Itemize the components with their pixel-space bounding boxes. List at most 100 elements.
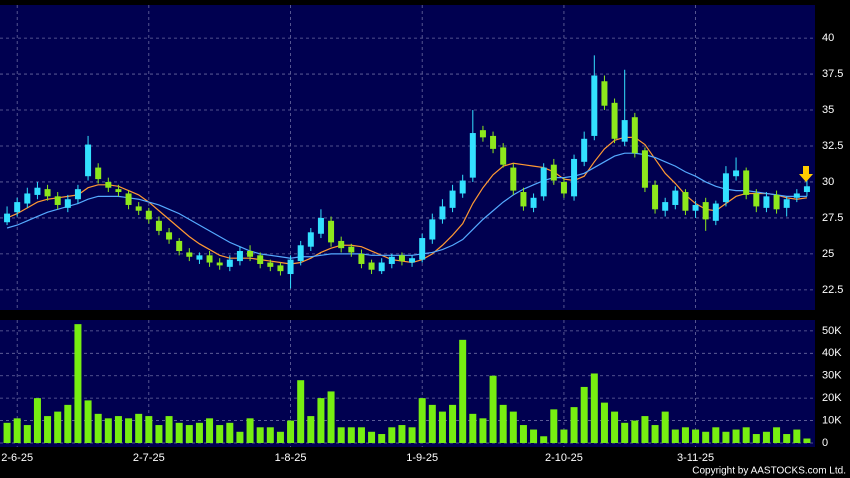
volume-bar bbox=[94, 413, 102, 443]
candle-body bbox=[358, 253, 365, 264]
candle-body bbox=[722, 173, 729, 203]
volume-bar bbox=[3, 422, 11, 443]
y-tick-label: 27.5 bbox=[822, 212, 843, 224]
volume-bar bbox=[600, 402, 608, 443]
candle-body bbox=[206, 255, 213, 263]
candle-body bbox=[166, 232, 173, 240]
volume-bar bbox=[611, 411, 619, 443]
candle-body bbox=[783, 199, 790, 208]
y-tick-label: 10K bbox=[822, 414, 842, 426]
y-tick-label: 22.5 bbox=[822, 284, 843, 296]
price-panel bbox=[0, 5, 815, 310]
candle-body bbox=[44, 189, 51, 197]
y-tick-label: 32.5 bbox=[822, 140, 843, 152]
volume-bar bbox=[742, 427, 750, 443]
volume-bar bbox=[752, 434, 760, 443]
volume-bar bbox=[347, 427, 355, 443]
candle-body bbox=[682, 192, 689, 211]
volume-bar bbox=[287, 420, 295, 443]
volume-bar bbox=[398, 425, 406, 443]
volume-bar bbox=[530, 429, 538, 443]
volume-bar bbox=[661, 411, 669, 443]
copyright: Copyright by AASTOCKS.com Ltd. bbox=[692, 466, 846, 477]
candle-body bbox=[125, 193, 132, 205]
volume-bar bbox=[276, 431, 284, 443]
candle-body bbox=[753, 193, 760, 207]
volume-bar bbox=[590, 373, 598, 443]
candle-body bbox=[14, 202, 21, 213]
candle-body bbox=[560, 181, 567, 194]
volume-bar bbox=[671, 429, 679, 443]
y-tick-label: 37.5 bbox=[822, 68, 843, 80]
candle-body bbox=[530, 197, 537, 208]
volume-bar bbox=[246, 418, 254, 443]
candle-body bbox=[409, 258, 416, 263]
volume-bar bbox=[357, 427, 365, 443]
volume-bar bbox=[195, 422, 203, 443]
candle-body bbox=[479, 130, 486, 138]
x-tick-label: 2-10-25 bbox=[545, 452, 583, 464]
candle-body bbox=[419, 238, 426, 260]
candle-body bbox=[186, 252, 193, 257]
candle-body bbox=[196, 255, 203, 260]
volume-bar bbox=[155, 425, 163, 443]
candle-body bbox=[226, 259, 233, 267]
x-tick-label: 2-7-25 bbox=[133, 452, 165, 464]
candle-body bbox=[4, 213, 11, 223]
x-tick-label: 1-8-25 bbox=[275, 452, 307, 464]
volume-bar bbox=[44, 416, 52, 443]
volume-bar bbox=[621, 422, 629, 443]
candle-body bbox=[287, 259, 294, 275]
candle-body bbox=[216, 262, 223, 266]
volume-bar bbox=[206, 418, 214, 443]
volume-bar bbox=[337, 427, 345, 443]
candle-body bbox=[257, 255, 264, 264]
candle-body bbox=[743, 170, 750, 195]
volume-bar bbox=[23, 425, 31, 443]
candle-body bbox=[24, 193, 31, 204]
volume-bar bbox=[570, 407, 578, 443]
candle-body bbox=[641, 150, 648, 188]
volume-bar bbox=[783, 434, 791, 443]
candle-body bbox=[64, 199, 71, 208]
candle-body bbox=[672, 190, 679, 205]
candle-body bbox=[105, 181, 112, 188]
volume-bar bbox=[104, 418, 112, 443]
candle-body bbox=[692, 204, 699, 211]
candle-body bbox=[145, 210, 152, 220]
volume-bar bbox=[428, 404, 436, 443]
volume-bar bbox=[368, 431, 376, 443]
volume-bar bbox=[509, 411, 517, 443]
volume-bar bbox=[651, 425, 659, 443]
candle-body bbox=[803, 186, 810, 193]
candle-body bbox=[267, 262, 274, 267]
x-tick-label: 2-6-25 bbox=[1, 452, 33, 464]
volume-bar bbox=[297, 380, 305, 443]
volume-bar bbox=[307, 416, 315, 443]
x-tick-label: 1-9-25 bbox=[406, 452, 438, 464]
candle-body bbox=[449, 190, 456, 208]
y-tick-label: 35 bbox=[822, 104, 834, 116]
volume-bar bbox=[13, 418, 21, 443]
candle-body bbox=[317, 217, 324, 234]
volume-bar bbox=[135, 413, 143, 443]
candle-body bbox=[368, 262, 375, 270]
volume-bar bbox=[317, 398, 325, 443]
candle-body bbox=[773, 194, 780, 210]
volume-bar bbox=[550, 409, 558, 443]
volume-bar bbox=[165, 416, 173, 443]
volume-bar bbox=[114, 416, 122, 443]
candle-body bbox=[601, 81, 608, 106]
candle-body bbox=[328, 220, 335, 243]
volume-bar bbox=[459, 339, 467, 443]
volume-bar bbox=[560, 429, 568, 443]
moving-average-line bbox=[6, 136, 808, 265]
volume-bar bbox=[64, 404, 72, 443]
volume-bar bbox=[226, 422, 234, 443]
y-tick-label: 30 bbox=[822, 176, 834, 188]
volume-bar bbox=[489, 375, 497, 443]
candle-body bbox=[631, 117, 638, 154]
candle-body bbox=[348, 246, 355, 253]
volume-bar bbox=[519, 425, 527, 443]
y-tick-label: 0 bbox=[822, 437, 828, 449]
